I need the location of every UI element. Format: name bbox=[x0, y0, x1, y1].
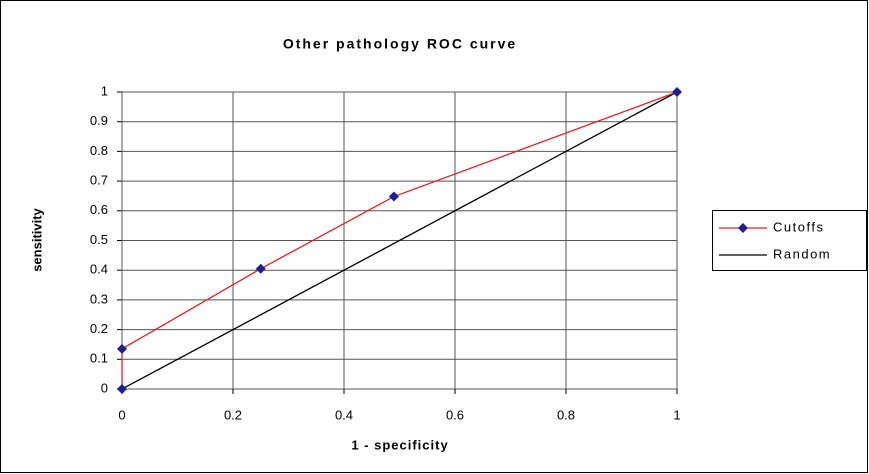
chart-title: Other pathology ROC curve bbox=[283, 36, 517, 52]
x-tick-label: 0.6 bbox=[446, 407, 464, 422]
y-tick-label: 0.3 bbox=[90, 291, 108, 306]
y-tick-label: 0.2 bbox=[90, 321, 108, 336]
series-marker bbox=[255, 263, 266, 274]
y-tick-label: 0.4 bbox=[90, 262, 108, 277]
y-tick-label: 0.1 bbox=[90, 351, 108, 366]
series-marker bbox=[672, 87, 682, 97]
y-tick-label: 0.5 bbox=[90, 232, 108, 247]
series-marker bbox=[388, 191, 399, 202]
x-tick-label: 0 bbox=[118, 407, 125, 422]
series-marker bbox=[117, 343, 127, 354]
legend-marker bbox=[738, 223, 748, 233]
y-tick-label: 1 bbox=[101, 83, 108, 98]
y-tick-label: 0.6 bbox=[90, 202, 108, 217]
y-tick-label: 0.8 bbox=[90, 143, 108, 158]
y-tick-label: 0 bbox=[101, 380, 108, 395]
y-tick-label: 0.9 bbox=[90, 113, 108, 128]
legend-box bbox=[712, 210, 867, 271]
x-tick-label: 1 bbox=[673, 407, 680, 422]
x-tick-label: 0.4 bbox=[335, 407, 353, 422]
y-axis-label: sensitivity bbox=[29, 207, 44, 271]
y-tick-label: 0.7 bbox=[90, 173, 108, 188]
x-axis-label: 1 - specificity bbox=[351, 437, 448, 452]
series-line bbox=[121, 91, 678, 390]
x-tick-label: 0.2 bbox=[224, 407, 242, 422]
x-tick-label: 0.8 bbox=[557, 407, 575, 422]
legend-label: Random bbox=[773, 246, 831, 261]
series-marker bbox=[117, 384, 127, 394]
legend-label: Cutoffs bbox=[773, 219, 824, 234]
